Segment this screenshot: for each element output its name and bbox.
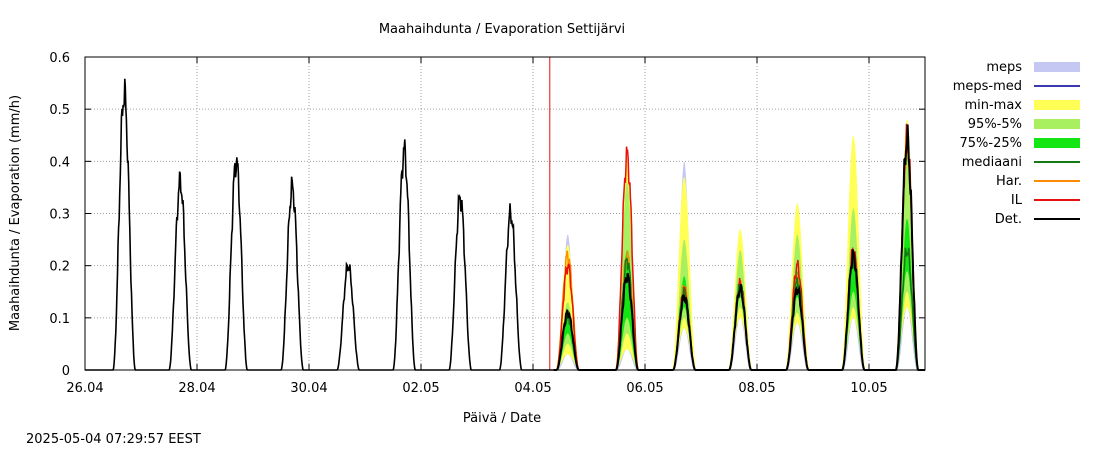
- p95-p5-band: [729, 250, 752, 370]
- y-tick-label: 0.2: [49, 260, 70, 275]
- x-tick-label: 28.04: [178, 381, 215, 396]
- legend-label: 95%-5%: [968, 117, 1022, 132]
- legend-label: mediaani: [962, 155, 1022, 170]
- x-tick-label: 26.04: [66, 381, 103, 396]
- legend-item: 75%-25%: [960, 136, 1080, 151]
- legend-label: 75%-25%: [960, 136, 1022, 151]
- legend-item: mediaani: [962, 155, 1080, 170]
- p75-p25-band: [842, 255, 864, 370]
- y-tick-label: 0.5: [49, 103, 70, 118]
- y-tick-label: 0.4: [49, 155, 70, 170]
- legend-item: meps: [986, 60, 1080, 75]
- p75-p25-band: [616, 250, 638, 370]
- legend: meps meps-med min-max 95%-5% 75%-25% mediaani…: [953, 60, 1080, 227]
- legend-label: min-max: [964, 98, 1022, 113]
- x-tick-label: 10.05: [850, 381, 887, 396]
- x-tick-label: 06.05: [626, 381, 663, 396]
- x-axis-label: Päivä / Date: [463, 411, 541, 426]
- x-tick-label: 02.05: [402, 381, 439, 396]
- y-tick-label: 0: [62, 364, 70, 379]
- legend-swatch: [1034, 138, 1080, 148]
- chart-title: Maahaihdunta / Evaporation Settijärvi: [379, 22, 625, 37]
- x-tick-label: 08.05: [738, 381, 775, 396]
- y-tick-label: 0.6: [49, 51, 70, 66]
- p75-p25-band: [557, 317, 579, 370]
- legend-label: meps-med: [953, 79, 1022, 94]
- grid: [85, 57, 925, 370]
- legend-item: IL: [1011, 193, 1080, 208]
- legend-label: IL: [1011, 193, 1023, 208]
- x-tick-label: 30.04: [290, 381, 327, 396]
- legend-label: meps: [986, 60, 1022, 75]
- legend-label: Har.: [996, 174, 1022, 189]
- legend-item: Har.: [996, 174, 1080, 189]
- legend-item: meps-med: [953, 79, 1080, 94]
- legend-item: 95%-5%: [968, 117, 1080, 132]
- legend-item: min-max: [964, 98, 1080, 113]
- legend-item: Det.: [995, 212, 1080, 227]
- legend-swatch: [1034, 62, 1080, 72]
- x-tick-label: 04.05: [514, 381, 551, 396]
- axis-ticks: 0 0.1 0.2 0.3 0.4 0.5 0.6 26.04 28.04 30.04 02.05 0…: [49, 51, 925, 396]
- timestamp: 2025-05-04 07:29:57 EEST: [26, 432, 201, 447]
- y-tick-label: 0.1: [49, 312, 70, 327]
- y-tick-label: 0.3: [49, 208, 70, 223]
- p75-p25-band: [896, 218, 918, 370]
- legend-swatch: [1034, 100, 1080, 110]
- plot-area: [85, 57, 925, 371]
- y-axis-label: Maahaihdunta / Evaporation (mm/h): [8, 95, 23, 331]
- legend-label: Det.: [995, 212, 1022, 227]
- legend-swatch: [1034, 119, 1080, 129]
